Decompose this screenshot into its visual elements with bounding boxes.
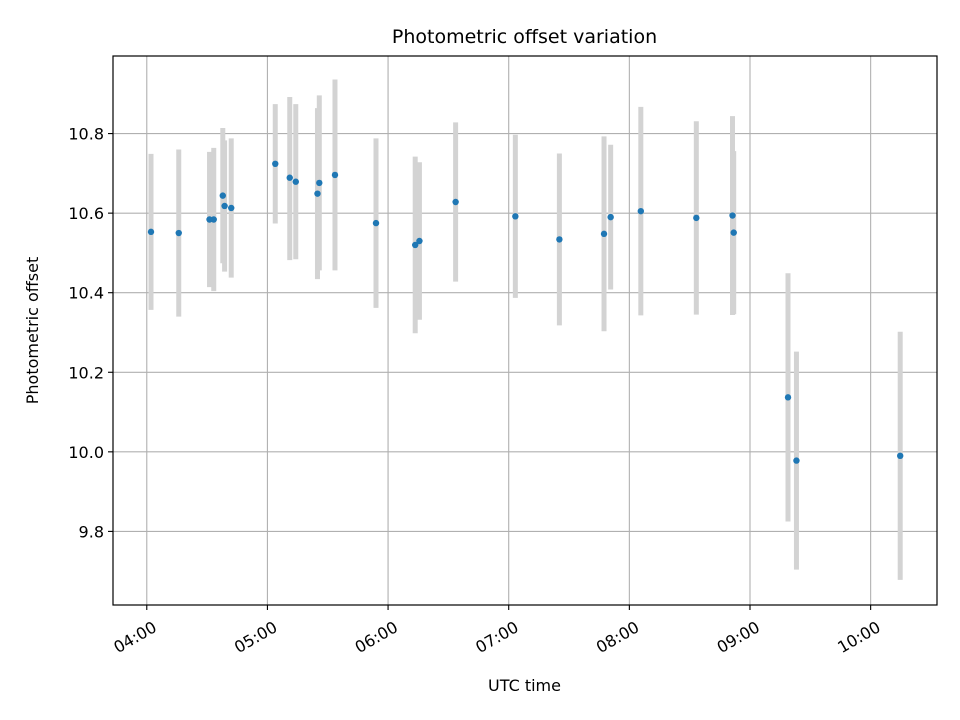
y-tick-label: 10.0	[68, 443, 104, 462]
data-point	[221, 202, 228, 210]
data-point	[729, 212, 736, 219]
data-point	[784, 394, 792, 401]
data-point	[607, 213, 614, 221]
data-point	[292, 178, 299, 185]
y-tick-label: 10.2	[68, 363, 104, 382]
data-point	[793, 457, 800, 464]
data-point	[730, 229, 737, 236]
data-point	[372, 219, 380, 227]
data-point	[897, 452, 904, 460]
y-axis-ticks: 9.8 10.0 10.2 10.4 10.6 10.8	[68, 125, 113, 541]
data-point	[693, 214, 700, 222]
data-point	[412, 241, 419, 249]
y-tick-label: 9.8	[79, 522, 104, 541]
data-point	[219, 192, 226, 199]
data-point	[314, 190, 321, 197]
chart-title: Photometric offset variation	[392, 26, 657, 48]
data-point	[286, 174, 293, 181]
data-point	[512, 213, 519, 220]
data-point	[556, 236, 563, 243]
data-point	[637, 207, 645, 215]
y-tick-label: 10.4	[68, 284, 104, 303]
grid-lines	[113, 56, 937, 605]
data-point	[600, 230, 608, 238]
plot-frame	[112, 55, 938, 606]
data-point	[228, 204, 235, 212]
data-point	[210, 216, 217, 223]
data-points	[147, 160, 904, 464]
data-point	[331, 171, 339, 179]
data-point	[452, 198, 459, 206]
y-tick-label: 10.8	[68, 125, 104, 144]
y-tick-label: 10.6	[68, 204, 104, 223]
x-axis-label: UTC time	[488, 676, 561, 695]
data-point	[416, 237, 423, 245]
data-point	[272, 160, 279, 168]
data-point	[147, 228, 155, 236]
data-point	[316, 179, 323, 187]
data-point	[175, 229, 182, 237]
y-axis-label: Photometric offset	[23, 257, 42, 405]
